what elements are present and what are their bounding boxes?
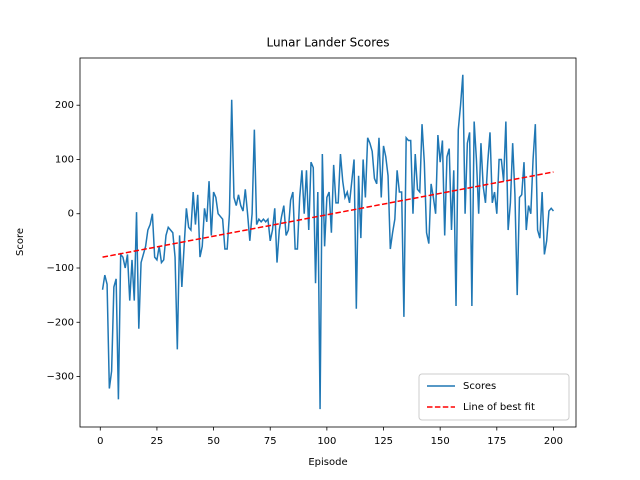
y-axis-label: Score [15,228,26,256]
x-tick-label: 75 [264,436,277,447]
x-tick-label: 0 [97,436,103,447]
legend-box [418,373,570,421]
x-tick-label: 125 [374,436,393,447]
legend-label: Line of best fit [463,402,535,413]
y-tick-label: −200 [47,317,74,328]
y-tick-label: −100 [47,263,74,274]
x-axis-label: Episode [308,457,347,468]
y-tick-label: −300 [47,372,74,383]
series-line [101,74,555,410]
plot-frame [79,57,577,428]
y-tick-label: 200 [55,100,74,111]
chart-title: Lunar Lander Scores [266,36,389,50]
y-tick-label: 0 [68,209,74,220]
x-tick-label: 25 [151,436,164,447]
x-tick-label: 200 [544,436,563,447]
x-tick-label: 50 [207,436,220,447]
x-tick-label: 150 [431,436,450,447]
x-tick-label: 100 [317,436,336,447]
legend-label: Scores [463,381,496,392]
series-line [102,171,554,258]
x-tick-label: 175 [487,436,506,447]
y-tick-label: 100 [55,154,74,165]
